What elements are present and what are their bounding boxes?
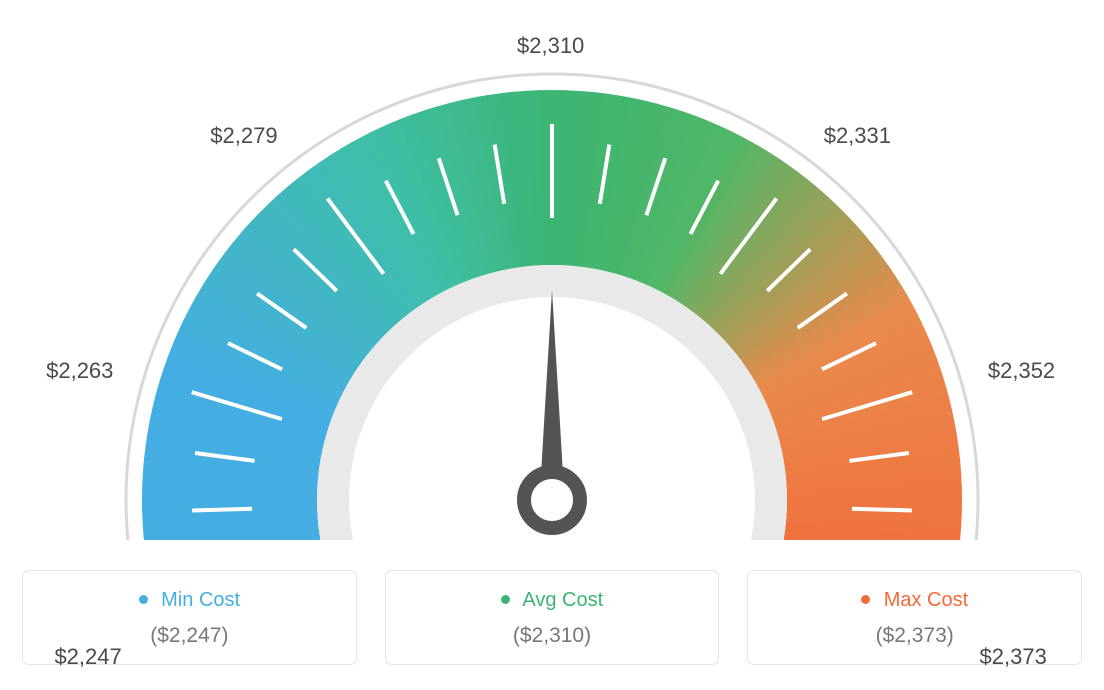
legend-card-avg: Avg Cost ($2,310) bbox=[385, 570, 720, 665]
legend-title-max: Max Cost bbox=[760, 589, 1069, 612]
gauge-tick-label: $2,247 bbox=[54, 644, 121, 670]
gauge-tick-label: $2,263 bbox=[46, 358, 113, 384]
legend-title-min: Min Cost bbox=[35, 589, 344, 612]
dot-icon bbox=[501, 595, 510, 604]
legend-row: Min Cost ($2,247) Avg Cost ($2,310) Max … bbox=[22, 570, 1082, 665]
gauge-chart: $2,247$2,263$2,279$2,310$2,331$2,352$2,3… bbox=[22, 20, 1082, 540]
gauge-tick-label: $2,331 bbox=[824, 123, 891, 149]
dot-icon bbox=[861, 595, 870, 604]
legend-title-text: Avg Cost bbox=[522, 589, 603, 611]
gauge-svg bbox=[22, 20, 1082, 540]
dot-icon bbox=[139, 595, 148, 604]
legend-value-avg: ($2,310) bbox=[398, 624, 707, 648]
gauge-tick-label: $2,310 bbox=[517, 33, 584, 59]
gauge-tick-label: $2,279 bbox=[210, 123, 277, 149]
legend-title-text: Min Cost bbox=[161, 589, 240, 611]
legend-title-avg: Avg Cost bbox=[398, 589, 707, 612]
legend-title-text: Max Cost bbox=[884, 589, 968, 611]
gauge-tick-label: $2,352 bbox=[988, 358, 1055, 384]
gauge-tick-label: $2,373 bbox=[980, 644, 1047, 670]
